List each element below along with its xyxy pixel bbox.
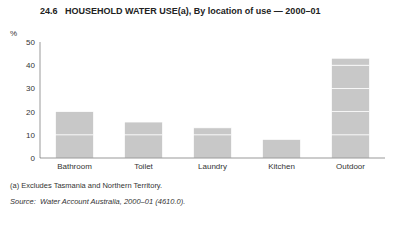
x-tick-label: Bathroom	[57, 162, 92, 171]
chart: 24.6 HOUSEHOLD WATER USE(a), By location…	[0, 0, 397, 227]
y-tick-label: 30	[26, 84, 35, 93]
y-tick-label: 50	[26, 38, 35, 47]
x-tick-label: Outdoor	[336, 162, 365, 171]
y-tick-label: 20	[26, 108, 35, 117]
x-tick-label: Kitchen	[268, 162, 295, 171]
x-axis-line	[40, 158, 385, 159]
bar-segment	[263, 139, 301, 158]
y-tick-label: 40	[26, 61, 35, 70]
bar-segment	[332, 58, 370, 65]
x-tick-label: Laundry	[198, 162, 227, 171]
bar-segment	[332, 135, 370, 158]
bar-segment	[194, 128, 232, 135]
y-tick-label: 10	[26, 131, 35, 140]
footnote: Source: Water Account Australia, 2000–01…	[10, 197, 185, 206]
bar-segment	[332, 65, 370, 88]
bar-segment	[56, 112, 94, 135]
bar-segment	[194, 135, 232, 158]
bars	[56, 58, 370, 158]
bar-segment	[125, 122, 163, 135]
x-tick-label: Toilet	[134, 162, 153, 171]
bar-segment	[332, 88, 370, 111]
bar-segment	[125, 135, 163, 158]
y-axis-label: %	[10, 29, 17, 38]
footnote: (a) Excludes Tasmania and Northern Terri…	[10, 181, 162, 190]
bar-segment	[56, 135, 94, 158]
bar-segment	[332, 112, 370, 135]
y-tick-label: 0	[31, 154, 36, 163]
title: 24.6 HOUSEHOLD WATER USE(a), By location…	[40, 6, 320, 16]
y-axis-line	[40, 42, 41, 158]
